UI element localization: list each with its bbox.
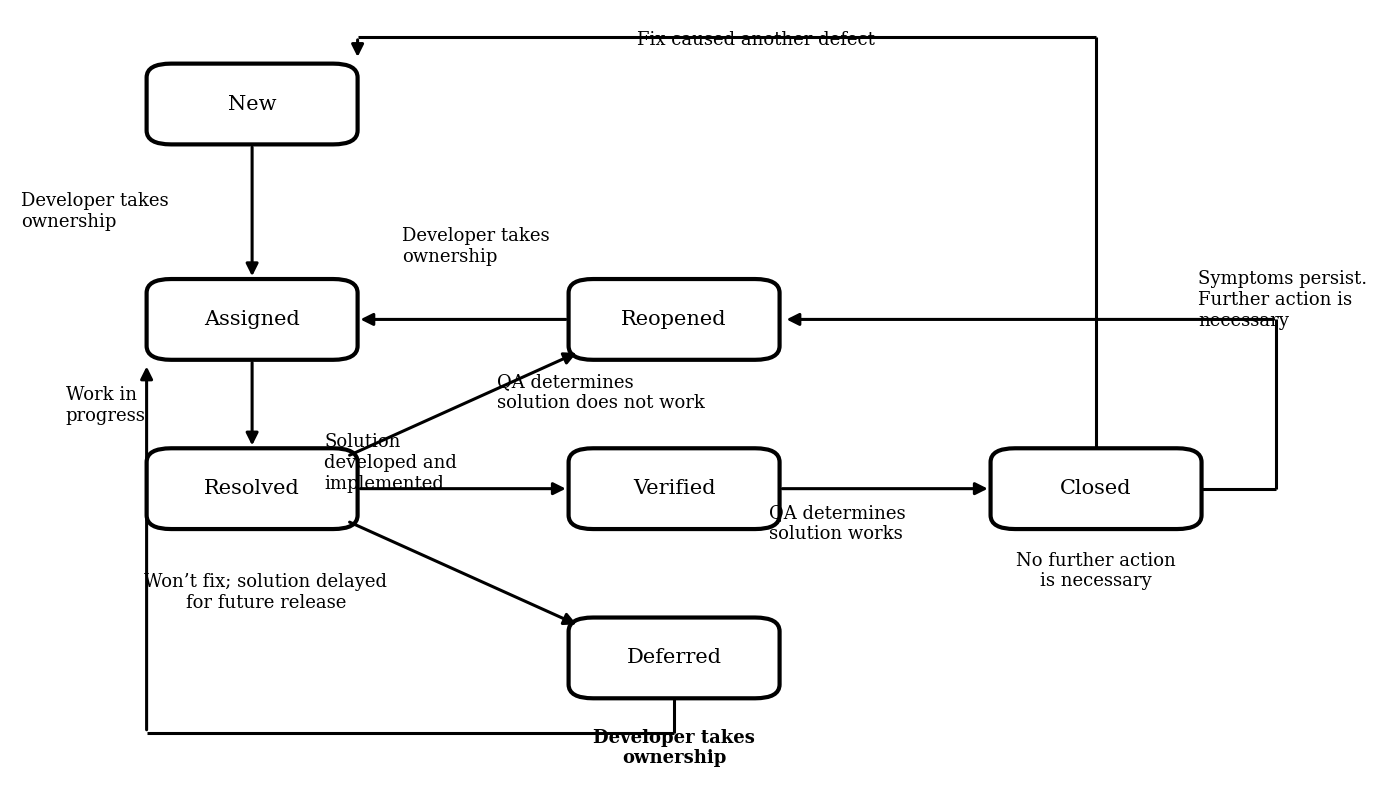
Text: Closed: Closed bbox=[1060, 479, 1132, 498]
Text: Work in
progress: Work in progress bbox=[65, 386, 146, 425]
Text: No further action
is necessary: No further action is necessary bbox=[1017, 552, 1176, 590]
Text: Solution
developed and
implemented: Solution developed and implemented bbox=[324, 433, 457, 493]
Text: Deferred: Deferred bbox=[626, 648, 721, 667]
FancyBboxPatch shape bbox=[568, 448, 779, 529]
FancyBboxPatch shape bbox=[990, 448, 1201, 529]
Text: Developer takes
ownership: Developer takes ownership bbox=[401, 227, 550, 266]
FancyBboxPatch shape bbox=[568, 279, 779, 360]
Text: QA determines
solution works: QA determines solution works bbox=[770, 504, 906, 542]
Text: Assigned: Assigned bbox=[204, 310, 300, 329]
FancyBboxPatch shape bbox=[147, 279, 357, 360]
FancyBboxPatch shape bbox=[568, 618, 779, 699]
Text: Reopened: Reopened bbox=[621, 310, 726, 329]
Text: Developer takes
ownership: Developer takes ownership bbox=[593, 728, 756, 767]
Text: New: New bbox=[228, 94, 276, 114]
Text: Verified: Verified bbox=[633, 479, 715, 498]
FancyBboxPatch shape bbox=[147, 64, 357, 144]
Text: Developer takes
ownership: Developer takes ownership bbox=[21, 192, 168, 231]
Text: QA determines
solution does not work: QA determines solution does not work bbox=[497, 373, 706, 412]
Text: Won’t fix; solution delayed
for future release: Won’t fix; solution delayed for future r… bbox=[144, 573, 388, 612]
Text: Fix caused another defect: Fix caused another defect bbox=[636, 31, 875, 49]
Text: Resolved: Resolved bbox=[204, 479, 300, 498]
Text: Symptoms persist.
Further action is
necessary: Symptoms persist. Further action is nece… bbox=[1199, 270, 1367, 330]
FancyBboxPatch shape bbox=[147, 448, 357, 529]
